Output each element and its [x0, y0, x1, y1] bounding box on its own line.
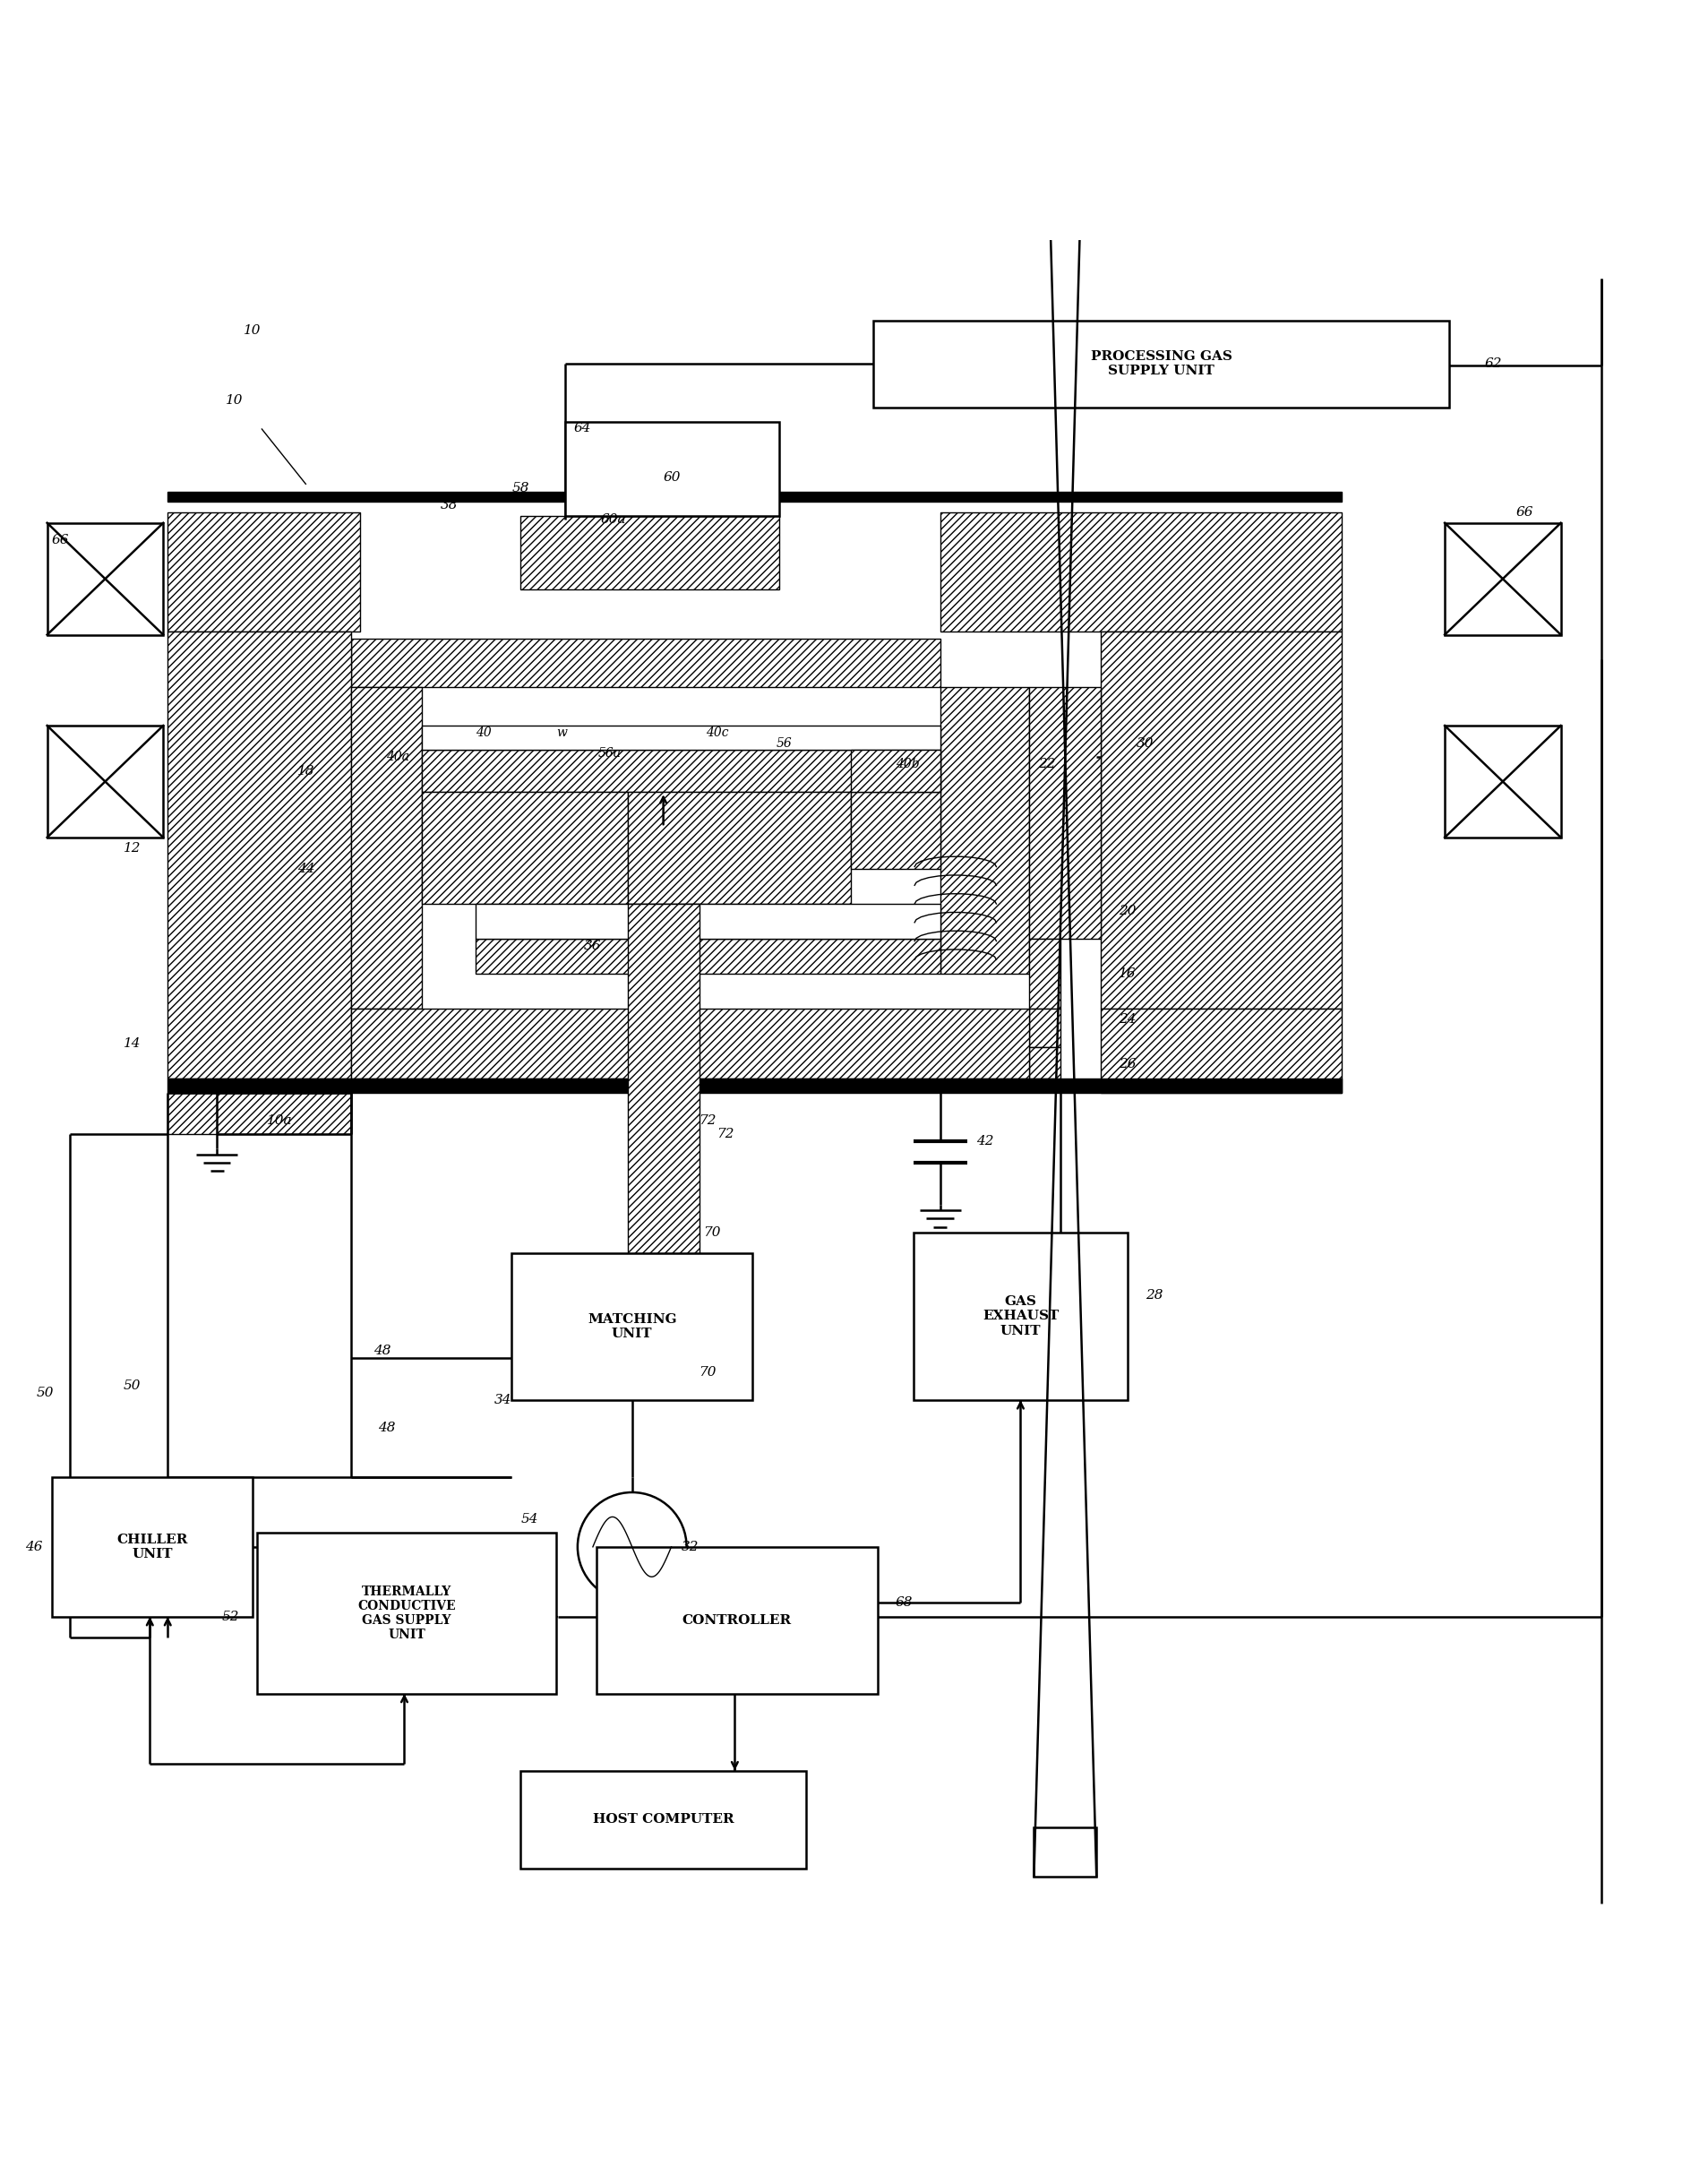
Bar [167, 631, 350, 1078]
Text: 34: 34 [494, 1393, 511, 1406]
Text: 52: 52 [222, 1611, 239, 1622]
Text: 50: 50 [123, 1380, 140, 1393]
Bar [1030, 688, 1102, 939]
Text: 24: 24 [1119, 1013, 1136, 1026]
Bar [565, 421, 779, 515]
Bar [350, 688, 422, 1009]
Bar [48, 725, 164, 838]
Text: GAS
EXHAUST
UNIT: GAS EXHAUST UNIT [982, 1295, 1059, 1336]
Bar [939, 688, 1030, 974]
Bar [939, 513, 1342, 631]
Text: 40c: 40c [705, 727, 728, 738]
Bar [1030, 939, 1061, 1009]
Bar [596, 1548, 878, 1694]
Bar [422, 725, 939, 751]
Text: 18: 18 [297, 764, 314, 777]
Bar [851, 751, 939, 792]
Text: 48: 48 [372, 1345, 391, 1358]
Text: 28: 28 [1146, 1288, 1163, 1301]
Text: 58: 58 [512, 482, 529, 493]
Text: 26: 26 [1119, 1059, 1136, 1072]
Text: 36: 36 [584, 939, 601, 952]
Bar [422, 792, 627, 904]
Text: 56a: 56a [598, 747, 622, 760]
Text: 62: 62 [1484, 358, 1503, 371]
Text: 22: 22 [1038, 758, 1056, 771]
Text: 10: 10 [225, 395, 244, 406]
Text: 50: 50 [38, 1386, 55, 1399]
Text: 56: 56 [775, 738, 793, 749]
Text: 40: 40 [477, 727, 492, 738]
Bar [511, 1253, 753, 1399]
Text: CONTROLLER: CONTROLLER [681, 1613, 793, 1626]
Bar [1102, 631, 1342, 1009]
Bar [350, 1009, 1030, 1078]
Bar [618, 1323, 717, 1373]
Bar [167, 513, 360, 631]
Bar [477, 904, 939, 939]
Text: CHILLER
UNIT: CHILLER UNIT [116, 1532, 188, 1561]
Text: 42: 42 [975, 1135, 994, 1148]
Bar [574, 428, 770, 515]
Text: w: w [557, 727, 567, 738]
Bar [627, 792, 851, 904]
Text: 10a: 10a [266, 1113, 292, 1126]
Bar [914, 1233, 1127, 1399]
Text: 68: 68 [895, 1596, 914, 1609]
Text: 44: 44 [297, 862, 314, 875]
Text: 20: 20 [1119, 904, 1136, 917]
Bar [873, 321, 1448, 408]
Text: 60a: 60a [601, 513, 627, 526]
Text: 70: 70 [704, 1227, 721, 1238]
Bar [1102, 1009, 1342, 1092]
Text: 72: 72 [717, 1129, 734, 1142]
Text: HOST COMPUTER: HOST COMPUTER [593, 1814, 734, 1825]
Text: MATCHING
UNIT: MATCHING UNIT [588, 1314, 676, 1340]
Text: 38: 38 [441, 500, 458, 511]
Text: THERMALLY
CONDUCTIVE
GAS SUPPLY
UNIT: THERMALLY CONDUCTIVE GAS SUPPLY UNIT [357, 1585, 456, 1642]
Text: 10: 10 [244, 325, 261, 336]
Text: 72: 72 [699, 1113, 717, 1126]
Bar [521, 1770, 806, 1869]
Text: 64: 64 [574, 421, 591, 434]
Bar [48, 524, 164, 635]
Text: 60: 60 [663, 472, 681, 485]
Text: PROCESSING GAS
SUPPLY UNIT: PROCESSING GAS SUPPLY UNIT [1090, 351, 1231, 378]
Bar [51, 1478, 253, 1618]
Text: 40a: 40a [386, 751, 410, 764]
Bar [167, 1078, 1342, 1092]
Bar [521, 515, 779, 589]
Text: 66: 66 [1517, 506, 1534, 520]
Bar [167, 491, 1342, 502]
Bar [1445, 725, 1561, 838]
Text: 16: 16 [1119, 967, 1136, 980]
Text: 40b: 40b [895, 758, 919, 771]
Text: 12: 12 [123, 843, 140, 854]
Bar [1033, 1827, 1097, 1875]
Text: 54: 54 [521, 1513, 538, 1526]
Text: 66: 66 [51, 535, 68, 546]
Bar [422, 751, 939, 792]
Bar [167, 1092, 350, 1135]
Text: 32: 32 [681, 1541, 699, 1552]
Bar [627, 904, 699, 1323]
Bar [851, 792, 939, 869]
Text: 48: 48 [377, 1421, 395, 1434]
Text: 46: 46 [26, 1541, 43, 1552]
Bar [1030, 1009, 1061, 1048]
Bar [1030, 1048, 1061, 1078]
Text: 70: 70 [699, 1367, 717, 1377]
Bar [256, 1532, 557, 1694]
Bar [477, 939, 939, 974]
Bar [350, 637, 939, 688]
Text: 30: 30 [1136, 738, 1155, 749]
Text: 14: 14 [123, 1037, 140, 1050]
Bar [1445, 524, 1561, 635]
